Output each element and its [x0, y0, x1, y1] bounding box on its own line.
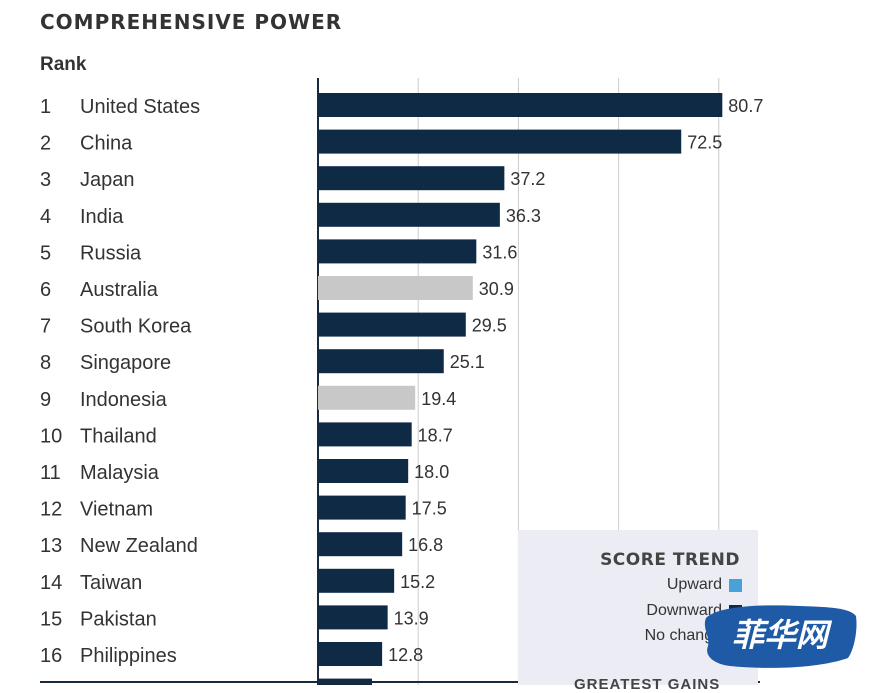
value-label: 18.7: [418, 425, 453, 445]
legend-title: SCORE TREND: [600, 550, 740, 570]
value-label: 30.9: [479, 279, 514, 299]
value-label: 16.8: [408, 535, 443, 555]
legend-label-upward: Upward: [666, 576, 722, 593]
value-label: 31.6: [482, 242, 517, 262]
country-label: Malaysia: [80, 462, 160, 484]
value-label: 12.8: [388, 645, 423, 665]
rank-label: 12: [40, 499, 62, 521]
bar: [318, 385, 416, 410]
bar: [318, 568, 395, 593]
bar: [318, 495, 406, 520]
value-label: 72.5: [687, 133, 722, 153]
value-label: 13.9: [394, 608, 429, 628]
rank-label: 16: [40, 645, 62, 667]
country-label: New Zealand: [80, 535, 198, 557]
rank-column-header: Rank: [40, 54, 87, 75]
watermark-brush-shape: [704, 605, 857, 668]
country-label: Vietnam: [80, 499, 153, 521]
value-label: 37.2: [510, 169, 545, 189]
country-label: Russia: [80, 242, 142, 264]
country-label: Philippines: [80, 645, 177, 667]
legend-item-upward: Upward: [667, 575, 742, 595]
rank-label: 2: [40, 133, 51, 155]
bar: [318, 93, 723, 117]
bar: [318, 166, 505, 191]
country-label: United States: [80, 96, 200, 118]
bar: [318, 129, 682, 154]
country-label: China: [80, 133, 133, 155]
country-label: Pakistan: [80, 608, 157, 630]
bar: [318, 202, 500, 227]
legend-label-no-change: No change: [644, 627, 722, 644]
value-label: 25.1: [450, 352, 485, 372]
rank-label: 5: [40, 242, 51, 264]
value-label: 15.2: [400, 572, 435, 592]
rank-label: 7: [40, 316, 51, 338]
rank-label: 11: [40, 462, 61, 484]
bar: [318, 312, 466, 337]
rank-label: 15: [40, 608, 62, 630]
bar: [318, 459, 409, 483]
rank-label: 1: [40, 96, 51, 118]
value-label: 80.7: [728, 96, 763, 116]
country-label: Singapore: [80, 352, 171, 374]
rank-label: 9: [40, 389, 51, 411]
bar: [318, 532, 403, 557]
country-label: India: [80, 206, 124, 228]
legend-swatch-upward: [729, 578, 742, 592]
country-label: Australia: [80, 279, 159, 301]
bar: [318, 239, 477, 264]
country-label: Taiwan: [80, 572, 142, 594]
country-label: Japan: [80, 169, 135, 191]
rank-label: 6: [40, 279, 51, 301]
country-label: Indonesia: [80, 389, 168, 411]
value-label: 36.3: [506, 206, 541, 226]
rank-label: 8: [40, 352, 51, 374]
bar: [318, 642, 383, 666]
country-label: Thailand: [80, 425, 157, 447]
chart-title: COMPREHENSIVE POWER: [40, 10, 343, 34]
watermark-logo: 菲华网: [704, 605, 857, 668]
value-label: 17.5: [412, 499, 447, 519]
rank-label: 3: [40, 169, 51, 191]
rank-label: 4: [40, 206, 51, 228]
value-label: 19.4: [421, 389, 456, 409]
value-label: 18.0: [414, 462, 449, 482]
rank-label: 14: [40, 572, 62, 594]
bar: [318, 276, 473, 300]
bar: [318, 422, 412, 447]
watermark-text: 菲华网: [732, 616, 833, 654]
rank-label: 13: [40, 535, 62, 557]
bar: [318, 605, 388, 630]
bar: [318, 349, 444, 374]
value-label: 29.5: [472, 316, 507, 336]
legend-label-downward: Downward: [646, 602, 722, 619]
rank-label: 10: [40, 425, 62, 447]
country-label: South Korea: [80, 316, 192, 338]
